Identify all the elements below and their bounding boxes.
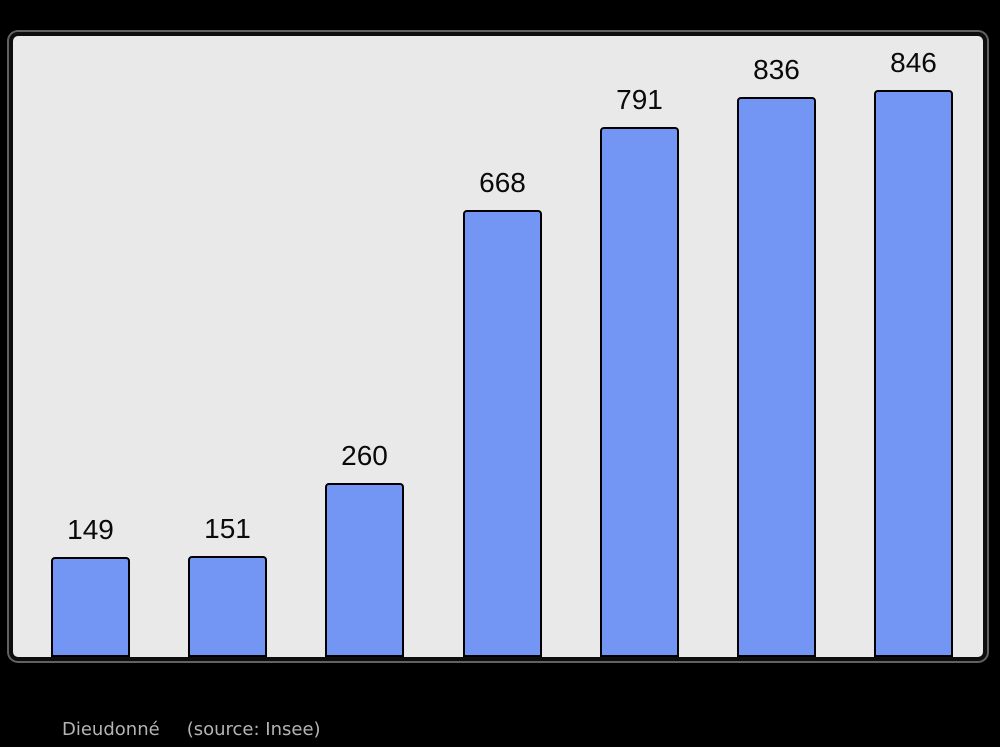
bar-group: 791 [600, 86, 679, 657]
bar-plot: 149 151 260 668 791 836 846 [13, 36, 983, 657]
bar [325, 483, 404, 657]
bar [51, 557, 130, 657]
chart-caption: Dieudonné (source: Insee) [62, 719, 321, 741]
bar-group: 149 [51, 516, 130, 657]
bar-value-label: 149 [67, 514, 114, 545]
bar [600, 127, 679, 657]
bar-value-label: 836 [753, 54, 800, 85]
bar [874, 90, 953, 657]
bar-group: 668 [463, 169, 542, 657]
bar-value-label: 151 [204, 513, 251, 544]
bar-value-label: 846 [890, 47, 937, 78]
bar-value-label: 668 [479, 167, 526, 198]
bar-group: 836 [737, 56, 816, 657]
bar [737, 97, 816, 657]
bar-value-label: 260 [341, 440, 388, 471]
bar-group: 151 [188, 515, 267, 657]
bar-group: 260 [325, 442, 404, 657]
bar-value-label: 791 [616, 84, 663, 115]
chart-frame: 149 151 260 668 791 836 846 [9, 32, 987, 661]
caption-title: Dieudonné [62, 719, 160, 740]
caption-source: (source: Insee) [186, 719, 321, 740]
bar [188, 556, 267, 657]
bar-group: 846 [874, 49, 953, 657]
bar [463, 210, 542, 657]
